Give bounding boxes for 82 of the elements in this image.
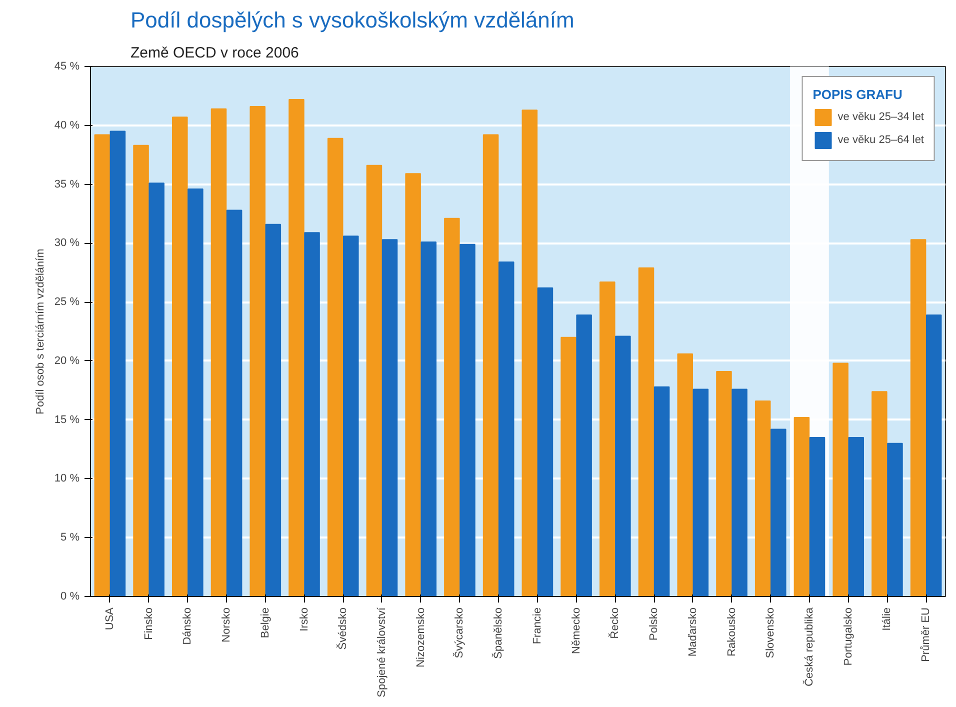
x-tick-label: Švýcarsko <box>452 607 466 658</box>
x-tick-label: Polsko <box>648 607 660 641</box>
y-tick-label: 35 % <box>54 178 80 190</box>
x-tick-label: Nizozemsko <box>414 608 427 668</box>
bar <box>265 224 282 596</box>
bar <box>754 400 771 596</box>
bar <box>172 116 188 596</box>
x-tick-label: Švédsko <box>336 607 350 650</box>
x-tick-label: Portugalsko <box>842 607 854 666</box>
bar <box>638 267 654 596</box>
y-tick-label: 20 % <box>54 354 80 367</box>
x-tick-label: Spojené království <box>376 606 388 698</box>
bar <box>677 353 693 596</box>
chart-title: Podíl dospělých s vysokoškolským vzděláním <box>130 8 574 32</box>
bar <box>482 134 499 596</box>
y-tick-label: 40 % <box>54 119 80 132</box>
bar <box>692 388 709 596</box>
bar <box>110 130 126 596</box>
bar <box>94 134 110 596</box>
bar <box>910 239 926 596</box>
bar <box>537 287 554 596</box>
bar <box>560 336 576 596</box>
bar <box>809 437 826 596</box>
x-tick-label: USA <box>104 606 116 630</box>
bar <box>522 110 538 596</box>
bar <box>343 236 359 596</box>
bar <box>794 416 810 596</box>
x-tick-label: Irsko <box>298 607 310 632</box>
legend-label: ve věku 25–34 let <box>838 111 924 123</box>
y-axis-title: Podíl osob s terciárním vzděláním <box>34 248 46 414</box>
bar <box>654 386 670 596</box>
x-tick-label: Německo <box>570 607 582 654</box>
x-tick-label: Maďarsko <box>686 607 699 656</box>
bar <box>887 442 903 596</box>
x-tick-label: Průměr EU <box>920 607 932 662</box>
y-tick-label: 5 % <box>60 532 80 544</box>
bar <box>848 437 864 596</box>
bar <box>716 371 732 596</box>
bar <box>382 239 398 596</box>
bar <box>327 138 344 596</box>
y-tick-label: 10 % <box>54 472 80 485</box>
x-tick-label: Česká republika <box>802 606 816 686</box>
x-tick-label: Itálie <box>881 607 894 631</box>
bar <box>188 188 204 596</box>
bar <box>226 210 242 596</box>
bar <box>832 362 848 596</box>
x-tick-label: Dánsko <box>182 608 194 645</box>
bar <box>405 173 421 596</box>
x-tick-label: Řecko <box>608 607 622 639</box>
bar <box>133 144 149 596</box>
bar <box>732 388 748 596</box>
x-tick-label: Norsko <box>220 608 233 642</box>
bar <box>420 241 436 596</box>
x-tick-label: Rakousko <box>726 607 738 656</box>
bar <box>926 314 942 596</box>
bar <box>444 218 460 596</box>
legend-label: ve věku 25–64 let <box>838 134 924 146</box>
bar <box>288 98 304 596</box>
bar <box>498 262 514 596</box>
legend-title: POPIS GRAFU <box>812 87 904 102</box>
x-tick-label: Francie <box>531 607 544 644</box>
y-tick-label: 25 % <box>54 296 80 308</box>
chart-subtitle: Země OECD v roce 2006 <box>130 44 299 62</box>
bar <box>366 164 382 596</box>
bar <box>148 182 164 596</box>
y-tick-label: 45 % <box>54 60 80 72</box>
x-tick-label: Finsko <box>142 607 155 640</box>
y-tick-label: 15 % <box>54 414 80 426</box>
bar <box>250 106 266 596</box>
x-tick-label: Slovensko <box>764 607 777 658</box>
x-tick-label: Belgie <box>259 608 272 638</box>
bar <box>600 282 616 596</box>
bar <box>210 108 227 596</box>
bar <box>770 428 786 596</box>
bar <box>304 232 320 596</box>
y-tick-label: 0 % <box>60 590 80 602</box>
bar <box>460 244 476 596</box>
x-tick-label: Španělsko <box>492 607 505 659</box>
bar <box>576 314 592 596</box>
y-tick-label: 30 % <box>54 237 80 250</box>
bar <box>872 391 888 596</box>
bar <box>615 336 631 596</box>
